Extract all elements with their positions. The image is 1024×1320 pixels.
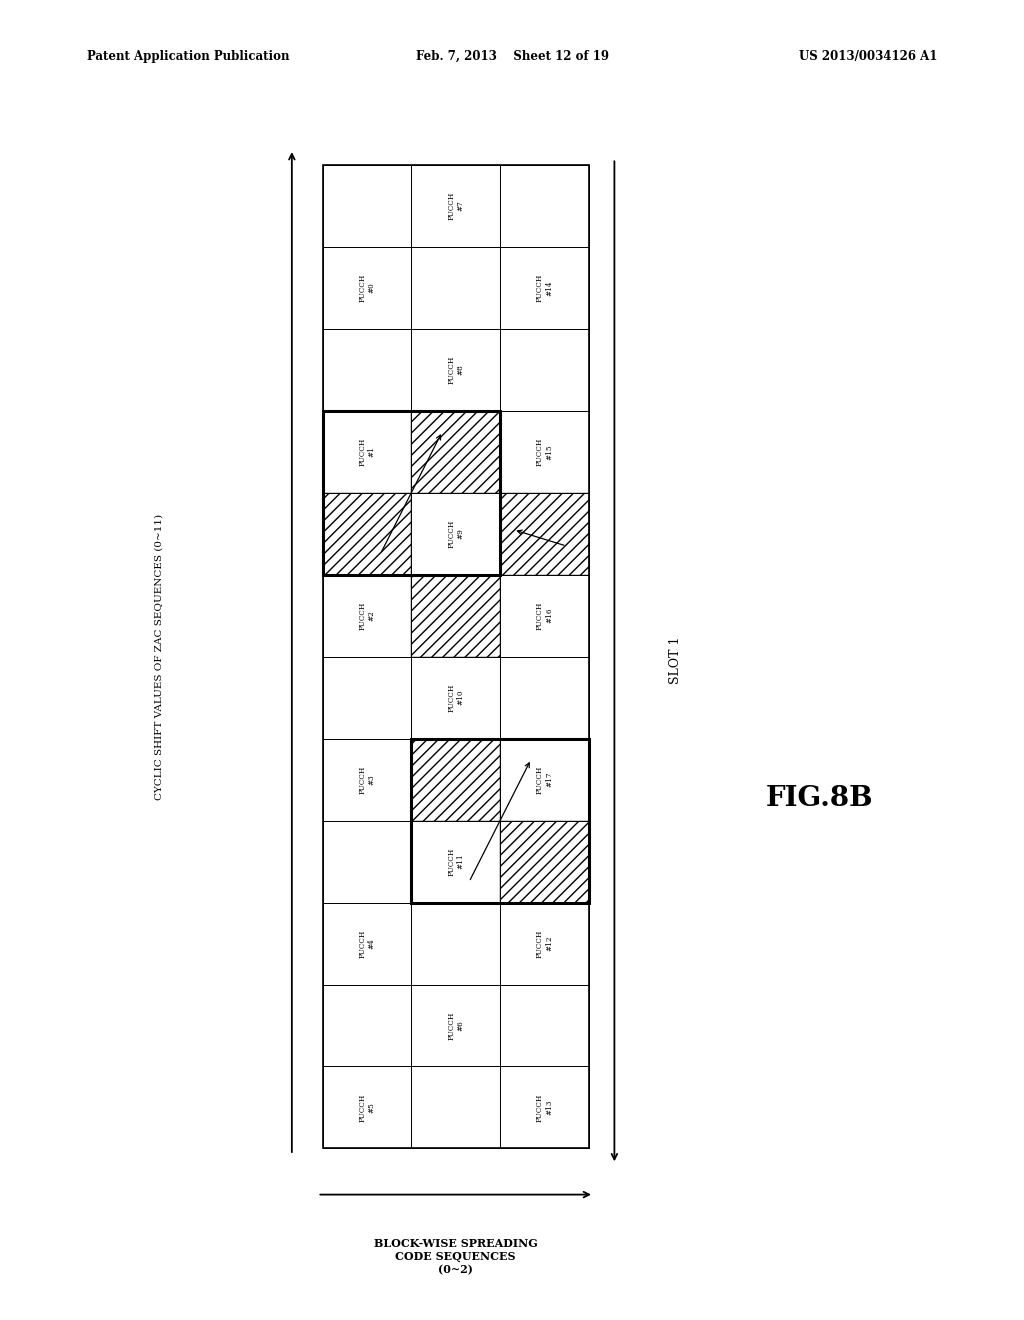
Text: PUCCH
#12: PUCCH #12 <box>536 929 553 958</box>
Bar <box>412 739 500 821</box>
Text: US 2013/0034126 A1: US 2013/0034126 A1 <box>799 50 937 63</box>
Text: PUCCH
#13: PUCCH #13 <box>536 1093 553 1122</box>
Text: PUCCH
#8: PUCCH #8 <box>447 355 464 384</box>
Text: PUCCH
#0: PUCCH #0 <box>358 273 376 302</box>
Bar <box>412 739 589 903</box>
Bar <box>500 739 589 821</box>
Text: PUCCH
#9: PUCCH #9 <box>447 520 464 548</box>
Bar <box>500 1067 589 1148</box>
Bar <box>500 903 589 985</box>
Bar <box>412 574 500 657</box>
Bar <box>412 739 500 821</box>
Text: Feb. 7, 2013    Sheet 12 of 19: Feb. 7, 2013 Sheet 12 of 19 <box>416 50 608 63</box>
Bar <box>323 985 412 1067</box>
Text: PUCCH
#15: PUCCH #15 <box>536 438 553 466</box>
Text: PUCCH
#16: PUCCH #16 <box>536 602 553 630</box>
Bar <box>412 903 500 985</box>
Text: PUCCH
#7: PUCCH #7 <box>447 191 464 220</box>
Bar <box>412 821 500 903</box>
Bar <box>500 247 589 329</box>
Bar <box>412 492 500 574</box>
Bar <box>412 411 500 492</box>
Text: PUCCH
#14: PUCCH #14 <box>536 273 553 302</box>
Bar <box>323 739 412 821</box>
Text: PUCCH
#3: PUCCH #3 <box>358 766 376 793</box>
Bar <box>323 492 412 574</box>
Bar <box>323 247 412 329</box>
Text: Patent Application Publication: Patent Application Publication <box>87 50 290 63</box>
Bar <box>500 821 589 903</box>
Bar <box>323 574 412 657</box>
Text: PUCCH
#5: PUCCH #5 <box>358 1093 376 1122</box>
Bar <box>412 329 500 411</box>
Bar <box>412 411 500 492</box>
Bar <box>323 411 500 574</box>
Text: PUCCH
#6: PUCCH #6 <box>447 1011 464 1040</box>
Bar <box>412 247 500 329</box>
Bar <box>412 985 500 1067</box>
Text: SLOT 1: SLOT 1 <box>670 636 682 684</box>
Bar <box>323 411 412 492</box>
Bar <box>412 656 500 739</box>
Text: PUCCH
#11: PUCCH #11 <box>447 847 464 875</box>
Bar <box>412 1067 500 1148</box>
Text: CYCLIC SHIFT VALUES OF ZAC SEQUENCES (0~11): CYCLIC SHIFT VALUES OF ZAC SEQUENCES (0~… <box>155 513 163 800</box>
Bar <box>500 821 589 903</box>
Bar <box>323 903 412 985</box>
Bar <box>323 329 412 411</box>
Text: PUCCH
#10: PUCCH #10 <box>447 684 464 711</box>
Text: PUCCH
#4: PUCCH #4 <box>358 929 376 958</box>
Text: BLOCK-WISE SPREADING
CODE SEQUENCES
(0~2): BLOCK-WISE SPREADING CODE SEQUENCES (0~2… <box>374 1238 538 1275</box>
Bar <box>500 574 589 657</box>
Text: PUCCH
#2: PUCCH #2 <box>358 602 376 630</box>
Bar <box>500 656 589 739</box>
Bar <box>500 492 589 574</box>
Bar <box>412 574 500 657</box>
Bar <box>323 1067 412 1148</box>
Bar <box>323 165 589 1148</box>
Bar <box>412 165 500 247</box>
Text: PUCCH
#1: PUCCH #1 <box>358 438 376 466</box>
Text: PUCCH
#17: PUCCH #17 <box>536 766 553 793</box>
Bar <box>500 492 589 574</box>
Text: FIG.8B: FIG.8B <box>766 785 872 812</box>
Bar <box>323 821 412 903</box>
Bar <box>323 492 412 574</box>
Bar <box>323 165 412 247</box>
Bar <box>500 165 589 247</box>
Bar <box>500 985 589 1067</box>
Bar <box>500 329 589 411</box>
Bar <box>323 656 412 739</box>
Bar <box>500 411 589 492</box>
